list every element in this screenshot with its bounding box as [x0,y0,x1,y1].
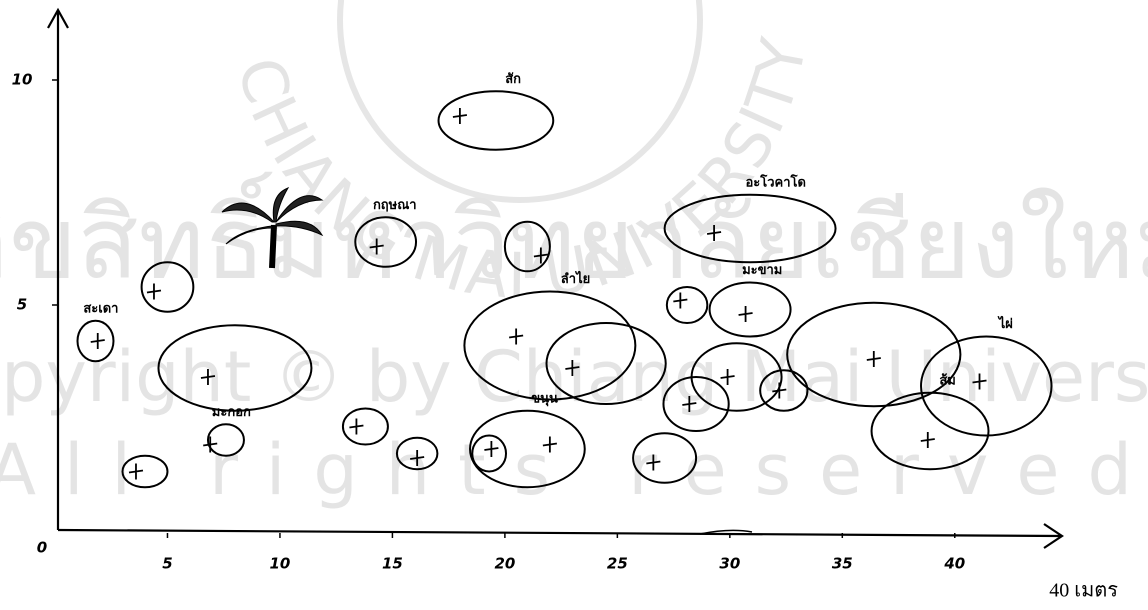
tree-label: ส้ม [939,372,956,388]
y-tick-label: 5 [17,296,27,314]
chart: CHIANG MAI UNIVERSITY ลิขสิทธิ์มหาวิทยาล… [0,0,1148,606]
tree-label: ลำไย [561,270,590,287]
x-tick-label: 20 [494,555,515,573]
x-tick-label: 5 [162,555,172,573]
x-axis [58,524,1062,548]
y-tick-label: 10 [12,71,33,89]
tree-label: ไผ่ [997,315,1013,332]
tree-label: สัก [505,72,521,87]
page: CHIANG MAI UNIVERSITY ลิขสิทธิ์มหาวิทยาล… [0,0,1148,606]
watermark-copyright: Copyright © by Chiang Mai University [0,336,1148,418]
tree-label: สะเดา [83,301,118,316]
tree-label: มะกอก [212,405,251,420]
y-tick-label: 0 [37,539,47,557]
tree-mark [453,108,467,124]
x-tick-label: 40 [943,555,965,573]
crown [439,91,554,150]
tree-label: กฤษณา [373,198,417,213]
tree-label: มะขาม [742,263,782,278]
x-tick-label: 35 [832,555,853,573]
tree-label: ขนุน [531,391,558,406]
x-tick-label: 30 [719,555,740,573]
tree-label: อะโวคาโด [745,173,806,190]
x-tick-label: 15 [382,555,403,573]
x-tick-label: 10 [270,555,291,573]
x-axis-label: 40 เมตร [1049,580,1118,602]
x-tick-label: 25 [607,555,628,573]
tree-mark [739,306,753,322]
watermark-ring [340,0,700,200]
